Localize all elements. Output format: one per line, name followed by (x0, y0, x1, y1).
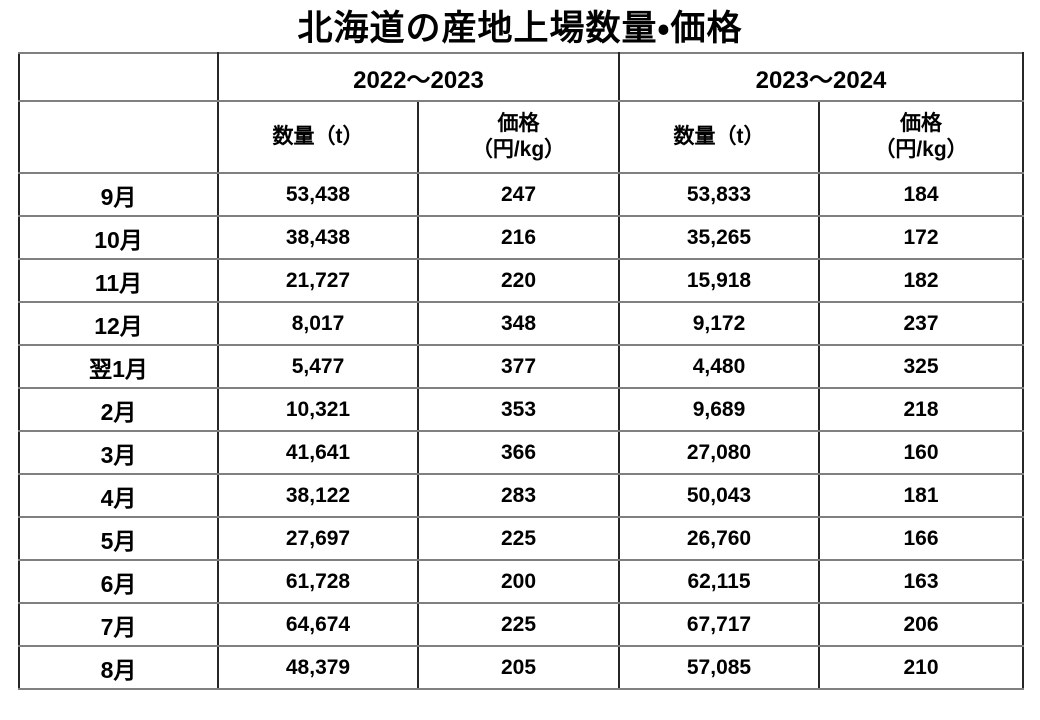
table-header: 2022～2023 2023～2024 数量（t） 価格 （円/kg） 数量（t… (18, 52, 1024, 174)
month-cell: 12月 (18, 301, 219, 346)
season-2022-2023-header: 2022～2023 (217, 52, 620, 102)
price-2023-cell: 210 (818, 645, 1024, 690)
price-2023-cell: 182 (818, 258, 1024, 303)
price-2023-cell: 166 (818, 516, 1024, 561)
price-label: 価格 (497, 111, 540, 135)
price-2022-cell: 247 (417, 172, 620, 217)
corner-cell-2 (18, 100, 219, 174)
quantity-2022-header: 数量（t） (217, 100, 419, 174)
quantity-2022-cell: 64,674 (217, 602, 419, 647)
table-row: 3月 41,641 366 27,080 160 (18, 430, 1024, 475)
price-2022-cell: 225 (417, 516, 620, 561)
price-2023-cell: 206 (818, 602, 1024, 647)
table-row: 6月 61,728 200 62,115 163 (18, 559, 1024, 604)
month-cell: 9月 (18, 172, 219, 217)
measure-header-row: 数量（t） 価格 （円/kg） 数量（t） 価格 （円/kg） (18, 100, 1024, 174)
price-2022-cell: 353 (417, 387, 620, 432)
month-cell: 11月 (18, 258, 219, 303)
table-row: 7月 64,674 225 67,717 206 (18, 602, 1024, 647)
quantity-2022-cell: 5,477 (217, 344, 419, 389)
month-cell: 8月 (18, 645, 219, 690)
price-2022-cell: 216 (417, 215, 620, 260)
month-cell: 翌1月 (18, 344, 219, 389)
month-cell: 7月 (18, 602, 219, 647)
table-row: 12月 8,017 348 9,172 237 (18, 301, 1024, 346)
price-2023-cell: 163 (818, 559, 1024, 604)
month-cell: 10月 (18, 215, 219, 260)
table-row: 翌1月 5,477 377 4,480 325 (18, 344, 1024, 389)
price-2022-header: 価格 （円/kg） (417, 100, 620, 174)
table-row: 11月 21,727 220 15,918 182 (18, 258, 1024, 303)
quantity-2022-cell: 8,017 (217, 301, 419, 346)
price-2022-cell: 283 (417, 473, 620, 518)
price-2022-cell: 377 (417, 344, 620, 389)
price-2022-cell: 205 (417, 645, 620, 690)
price-2023-cell: 160 (818, 430, 1024, 475)
month-cell: 2月 (18, 387, 219, 432)
corner-cell (18, 52, 219, 102)
month-cell: 6月 (18, 559, 219, 604)
table-row: 10月 38,438 216 35,265 172 (18, 215, 1024, 260)
quantity-2023-cell: 50,043 (618, 473, 820, 518)
quantity-2023-cell: 9,689 (618, 387, 820, 432)
price-2023-header: 価格 （円/kg） (818, 100, 1024, 174)
season-2023-2024-header: 2023～2024 (618, 52, 1024, 102)
quantity-2023-cell: 27,080 (618, 430, 820, 475)
quantity-2023-cell: 57,085 (618, 645, 820, 690)
quantity-2023-cell: 15,918 (618, 258, 820, 303)
price-2023-cell: 325 (818, 344, 1024, 389)
quantity-2023-cell: 35,265 (618, 215, 820, 260)
quantity-2022-cell: 21,727 (217, 258, 419, 303)
quantity-2023-cell: 26,760 (618, 516, 820, 561)
quantity-2022-cell: 10,321 (217, 387, 419, 432)
price-label: 価格 (900, 111, 942, 135)
price-2022-cell: 220 (417, 258, 620, 303)
price-2022-cell: 366 (417, 430, 620, 475)
table-row: 4月 38,122 283 50,043 181 (18, 473, 1024, 518)
table-row: 2月 10,321 353 9,689 218 (18, 387, 1024, 432)
price-2023-cell: 237 (818, 301, 1024, 346)
quantity-2022-cell: 53,438 (217, 172, 419, 217)
quantity-2023-header: 数量（t） (618, 100, 820, 174)
price-2022-cell: 348 (417, 301, 620, 346)
quantity-2022-cell: 61,728 (217, 559, 419, 604)
table-row: 8月 48,379 205 57,085 210 (18, 645, 1024, 690)
quantity-2022-cell: 27,697 (217, 516, 419, 561)
price-unit-label: （円/kg） (874, 138, 968, 161)
page-title: 北海道の産地上場数量・価格 (297, 8, 743, 48)
quantity-2023-cell: 4,480 (618, 344, 820, 389)
price-2023-cell: 181 (818, 473, 1024, 518)
data-table: 2022～2023 2023～2024 数量（t） 価格 （円/kg） 数量（t… (18, 52, 1024, 690)
season-header-row: 2022～2023 2023～2024 (18, 52, 1024, 102)
table-row: 5月 27,697 225 26,760 166 (18, 516, 1024, 561)
table-row: 9月 53,438 247 53,833 184 (18, 172, 1024, 217)
price-2022-cell: 225 (417, 602, 620, 647)
quantity-2022-cell: 48,379 (217, 645, 419, 690)
price-unit-label: （円/kg） (471, 138, 566, 161)
quantity-2022-cell: 38,438 (217, 215, 419, 260)
quantity-2023-cell: 67,717 (618, 602, 820, 647)
month-cell: 4月 (18, 473, 219, 518)
price-2022-cell: 200 (417, 559, 620, 604)
quantity-2022-cell: 41,641 (217, 430, 419, 475)
quantity-2023-cell: 9,172 (618, 301, 820, 346)
month-cell: 3月 (18, 430, 219, 475)
quantity-2022-cell: 38,122 (217, 473, 419, 518)
month-cell: 5月 (18, 516, 219, 561)
price-2023-cell: 172 (818, 215, 1024, 260)
price-2023-cell: 218 (818, 387, 1024, 432)
table-body: 9月 53,438 247 53,833 184 10月 38,438 216 35,265 17… (18, 172, 1024, 690)
quantity-2023-cell: 53,833 (618, 172, 820, 217)
quantity-2023-cell: 62,115 (618, 559, 820, 604)
price-2023-cell: 184 (818, 172, 1024, 217)
